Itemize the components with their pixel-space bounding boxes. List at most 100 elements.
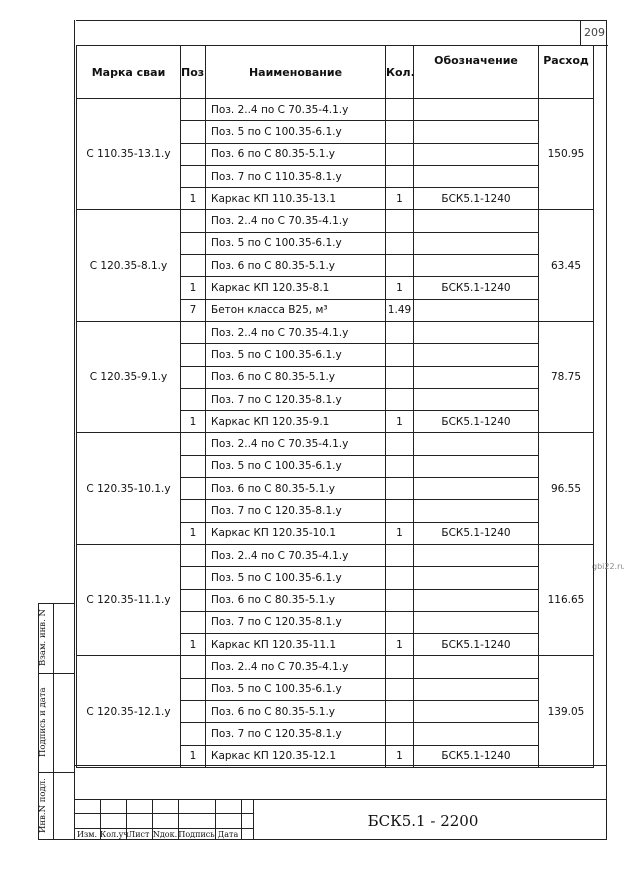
designation-cell [413,610,539,635]
position-cell: 1 [180,633,206,657]
table-row: 1 Каркас КП 110.35-13.1 1 БСК5.1-1240 [77,187,594,211]
name-cell: Поз. 2..4 по С 70.35-4.1.у [205,209,386,233]
watermark: gbi22.ru [592,562,624,571]
stamp-header: Nдок. [152,830,178,839]
header-consumption: Расход [538,45,594,99]
position-cell [180,97,206,122]
position-cell [180,722,206,746]
qty-cell [385,454,414,479]
header-qty: Кол. [385,45,414,99]
label-inv-orig: Инв.N подл. [38,778,48,833]
position-cell [180,543,206,568]
qty-cell: 1 [385,410,414,434]
position-cell [180,120,206,144]
table-row: С 120.35-9.1.у Поз. 2..4 по С 70.35-4.1.у… [76,320,594,434]
table-row: Поз. 5 по С 100.35-6.1.у [77,343,594,367]
qty-cell [385,120,414,144]
qty-cell [385,499,414,523]
table-row: 1 Каркас КП 120.35-10.1 1 БСК5.1-1240 [77,521,594,545]
name-cell: Бетон класса В25, м³ [205,298,386,322]
stamp-row-line [74,828,253,829]
frame-left-line [74,20,75,840]
table-row: С 120.35-12.1.у Поз. 2..4 по С 70.35-4.1.… [76,655,594,768]
stamp-header: Кол.уч [100,830,129,839]
designation-cell [413,588,539,612]
position-cell [180,387,206,412]
qty-cell: 1 [385,276,414,300]
position-cell: 1 [180,276,206,300]
table-row: Поз. 6 по С 80.35-5.1.у [77,142,594,166]
pile-mark: С 110.35-13.1.у [76,97,181,211]
side-strip-outer-line [38,603,39,840]
name-cell: Поз. 2..4 по С 70.35-4.1.у [205,543,386,568]
consumption-cell: 150.95 [538,97,594,211]
designation-cell [413,320,539,345]
designation-cell [413,365,539,389]
table-row: 1 Каркас КП 120.35-12.1 1 БСК5.1-1240 [77,744,594,768]
frame-right-line [606,20,607,840]
qty-cell [385,320,414,345]
frame-bottom-line [38,839,607,840]
qty-cell: 1.49 [385,298,414,322]
qty-cell [385,543,414,568]
stamp-column-line [253,799,254,840]
qty-cell [385,142,414,166]
designation-cell: БСК5.1-1240 [413,744,539,768]
consumption-cell: 96.55 [538,432,594,545]
designation-cell [413,231,539,256]
title-block-divider [74,799,607,800]
side-strip-line [38,772,74,773]
qty-cell [385,610,414,635]
specification-table: Марка сваи Поз. Наименование Кол. Обозна… [76,45,594,768]
table-row: Поз. 7 по С 120.35-8.1.у [77,499,594,523]
qty-cell [385,365,414,389]
name-cell: Каркас КП 110.35-13.1 [205,187,386,211]
designation-cell [413,432,539,456]
name-cell: Поз. 6 по С 80.35-5.1.у [205,477,386,501]
qty-cell: 1 [385,187,414,211]
qty-cell: 1 [385,633,414,657]
designation-cell [413,677,539,702]
name-cell: Поз. 6 по С 80.35-5.1.у [205,700,386,724]
designation-cell [413,97,539,122]
header-marka: Марка сваи [76,45,181,99]
stamp-column-line [215,799,216,840]
pile-mark: С 120.35-10.1.у [76,432,181,545]
consumption-cell: 78.75 [538,320,594,434]
name-cell: Поз. 6 по С 80.35-5.1.у [205,365,386,389]
designation-cell: БСК5.1-1240 [413,276,539,300]
position-cell [180,610,206,635]
position-cell [180,254,206,278]
qty-cell [385,566,414,590]
qty-cell [385,588,414,612]
name-cell: Поз. 5 по С 100.35-6.1.у [205,231,386,256]
designation-cell [413,655,539,679]
position-cell [180,320,206,345]
qty-cell [385,387,414,412]
designation-cell [413,254,539,278]
stamp-header: Подпись [178,830,215,839]
table-row: Поз. 5 по С 100.35-6.1.у [77,120,594,144]
table-header-row: Марка сваи Поз. Наименование Кол. Обозна… [76,45,594,99]
side-strip-line [38,603,74,604]
table-row: Поз. 7 по С 120.35-8.1.у [77,722,594,746]
name-cell: Поз. 7 по С 120.35-8.1.у [205,722,386,746]
table-row: Поз. 6 по С 80.35-5.1.у [77,254,594,278]
stamp-header: Лист [128,830,150,839]
qty-cell [385,231,414,256]
designation-cell [413,700,539,724]
qty-cell [385,209,414,233]
qty-cell: 1 [385,744,414,768]
stamp-column-line [126,799,127,840]
stamp-row-line [74,813,253,814]
label-replace-inv: Взам. инв. N [38,609,48,667]
qty-cell [385,254,414,278]
document-code: БСК5.1 - 2200 [367,812,479,830]
table-row: Поз. 7 по С 120.35-8.1.у [77,387,594,412]
position-cell [180,454,206,479]
table-row: Поз. 7 по С 120.35-8.1.у [77,610,594,635]
designation-cell: БСК5.1-1240 [413,521,539,545]
designation-cell [413,543,539,568]
table-row: Поз. 5 по С 100.35-6.1.у [77,677,594,702]
position-cell: 1 [180,187,206,211]
